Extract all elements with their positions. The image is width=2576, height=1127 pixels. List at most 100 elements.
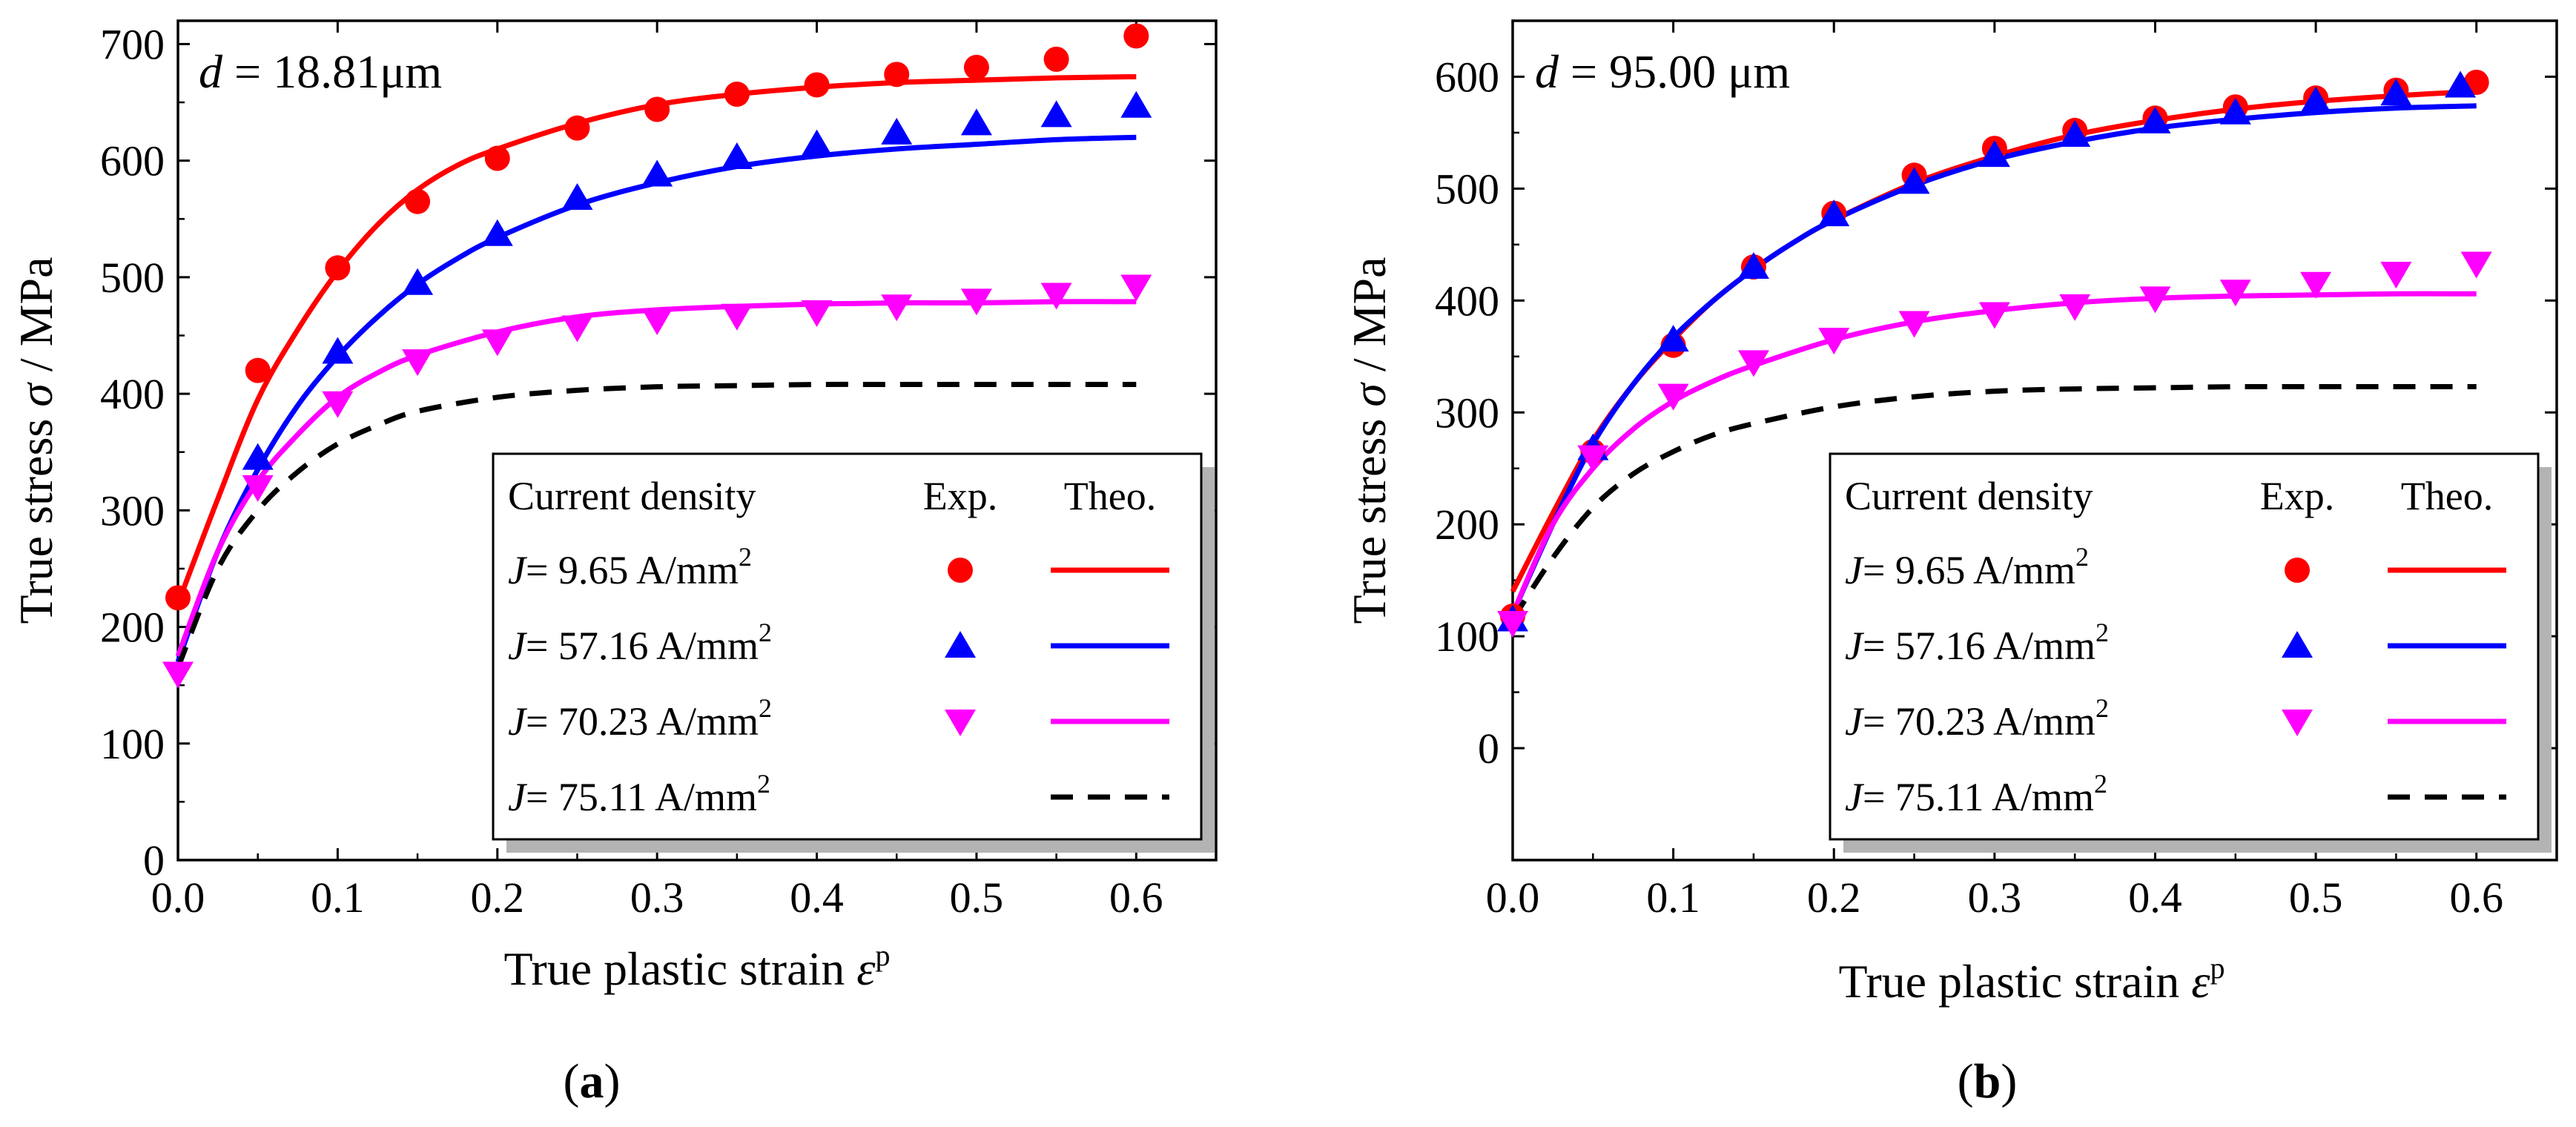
exp-point-series-2 xyxy=(1818,199,1850,227)
exp-point-series-3 xyxy=(721,303,753,331)
exp-point-series-2 xyxy=(322,337,354,364)
exp-point-series-1 xyxy=(804,72,830,98)
legend-entry-label: J= 75.11 A/mm2 xyxy=(1845,769,2107,819)
exp-point-series-3 xyxy=(322,391,354,418)
legend-entry-prefix: J xyxy=(508,624,528,668)
panel-label-open: ( xyxy=(1958,1054,1974,1108)
y-tick-label: 200 xyxy=(1435,500,1499,549)
exp-point-series-1 xyxy=(484,145,510,171)
x-axis-label-sup: p xyxy=(2210,951,2225,985)
exp-point-series-2 xyxy=(1898,167,1930,194)
exp-point-series-3 xyxy=(162,661,194,689)
theo-curve-series-4 xyxy=(175,381,1137,669)
legend-entry-sup: 2 xyxy=(757,769,770,799)
legend-entry-label: J= 70.23 A/mm2 xyxy=(1845,693,2109,744)
chart-panel-a: 0.0 0.1 0.2 0.3 0.4 0.5 0.6 0 100 200 300 400 500 600… xyxy=(10,19,1218,1108)
legend-marker xyxy=(2285,558,2310,583)
y-tick-label: 400 xyxy=(1435,277,1499,325)
exp-point-series-3 xyxy=(960,288,992,316)
y-axis-label-symbol: σ xyxy=(10,382,62,407)
annotation-symbol: d xyxy=(199,45,223,98)
legend-title: Current density xyxy=(508,474,756,518)
x-tick-label: 0.2 xyxy=(471,873,525,922)
x-tick-label: 0.6 xyxy=(2449,873,2503,922)
legend-col-theo: Theo. xyxy=(2401,474,2493,518)
panel-label-close: ) xyxy=(2001,1054,2017,1108)
legend-marker xyxy=(2282,710,2313,736)
exp-point-series-3 xyxy=(1040,282,1072,310)
exp-point-series-3 xyxy=(1657,383,1689,411)
x-tick-label: 0.3 xyxy=(630,873,684,922)
exp-point-series-2 xyxy=(481,219,513,246)
exp-point-series-3 xyxy=(2059,294,2091,321)
legend-entry-sup: 2 xyxy=(2096,618,2109,647)
exp-point-series-2 xyxy=(561,182,593,210)
legend-entry-text: = 75.11 A/mm xyxy=(1863,775,2094,819)
y-tick-label: 600 xyxy=(100,137,165,185)
x-axis-label: True plastic strain εp xyxy=(503,939,890,995)
x-axis-label-symbol: ε xyxy=(2191,955,2210,1008)
theo-curve-series-4 xyxy=(1510,383,2477,621)
x-tick-label: 0.4 xyxy=(2128,873,2182,922)
exp-point-series-3 xyxy=(1577,445,1609,472)
y-tick-label: 0 xyxy=(1478,724,1499,773)
exp-point-series-1 xyxy=(405,188,431,214)
panel-label-letter: b xyxy=(1974,1054,2001,1108)
legend-entry-prefix: J xyxy=(1845,548,1865,592)
x-tick-label: 0.0 xyxy=(151,873,205,922)
y-tick-label: 600 xyxy=(1435,53,1499,101)
y-axis-label-text: True stress xyxy=(1343,407,1396,624)
legend-marker xyxy=(948,558,973,583)
theo-curve-series-2 xyxy=(1510,103,2477,615)
legend-col-exp: Exp. xyxy=(923,474,998,518)
exp-point-series-3 xyxy=(801,300,833,328)
y-axis-label-text: True stress xyxy=(10,407,62,624)
legend-entry-text: = 9.65 A/mm xyxy=(526,548,739,592)
x-tick-label: 0.6 xyxy=(1109,873,1163,922)
x-tick-label: 0.1 xyxy=(1646,873,1700,922)
x-axis-label: True plastic strain εp xyxy=(1838,951,2225,1008)
plot-frame xyxy=(1511,19,2558,862)
legend-entry-sup: 2 xyxy=(739,542,752,572)
legend-entry-prefix: J xyxy=(1845,699,1865,744)
legend-entry-prefix: J xyxy=(1845,624,1865,668)
legend-entry-prefix: J xyxy=(508,548,528,592)
exp-point-series-2 xyxy=(641,159,673,187)
legend-entry-prefix: J xyxy=(508,699,528,744)
legend-marker xyxy=(945,631,976,658)
y-axis-label-symbol: σ xyxy=(1343,382,1396,407)
legend-col-theo: Theo. xyxy=(1064,474,1156,518)
exp-point-series-3 xyxy=(2300,271,2332,299)
x-tick-label: 0.4 xyxy=(790,873,844,922)
legend-col-exp: Exp. xyxy=(2260,474,2335,518)
exp-point-series-3 xyxy=(1737,350,1769,377)
exp-point-series-3 xyxy=(481,329,513,357)
grain-size-annotation: d = 18.81μm xyxy=(199,45,442,98)
legend-entry-text: = 70.23 A/mm xyxy=(526,699,759,744)
legend-entry-prefix: J xyxy=(508,775,528,819)
x-axis-label-symbol: ε xyxy=(856,942,876,995)
legend-entry-sup: 2 xyxy=(2094,769,2107,799)
exp-point-series-2 xyxy=(2380,79,2412,106)
legend-marker xyxy=(945,710,976,736)
panel-label-letter: a xyxy=(580,1054,604,1108)
x-tick-label: 0.5 xyxy=(950,873,1004,922)
exp-point-series-3 xyxy=(1818,328,1850,355)
exp-point-series-1 xyxy=(165,585,191,611)
legend-entry-label: J= 9.65 A/mm2 xyxy=(508,542,752,592)
exp-point-series-1 xyxy=(245,357,271,383)
y-tick-label: 500 xyxy=(100,254,165,302)
exp-point-series-2 xyxy=(242,443,274,470)
panel-label-close: ) xyxy=(604,1054,621,1108)
panel-label-open: ( xyxy=(564,1054,580,1108)
legend-entry-text: = 57.16 A/mm xyxy=(1863,624,2096,668)
exp-point-series-3 xyxy=(1978,302,2010,329)
exp-point-series-1 xyxy=(724,82,750,108)
grain-size-annotation: d = 95.00 μm xyxy=(1535,45,1790,98)
x-tick-label: 0.2 xyxy=(1807,873,1861,922)
legend-entry-label: J= 9.65 A/mm2 xyxy=(1845,542,2089,592)
legend-entry-label: J= 70.23 A/mm2 xyxy=(508,693,772,744)
exp-point-series-2 xyxy=(1040,100,1072,128)
